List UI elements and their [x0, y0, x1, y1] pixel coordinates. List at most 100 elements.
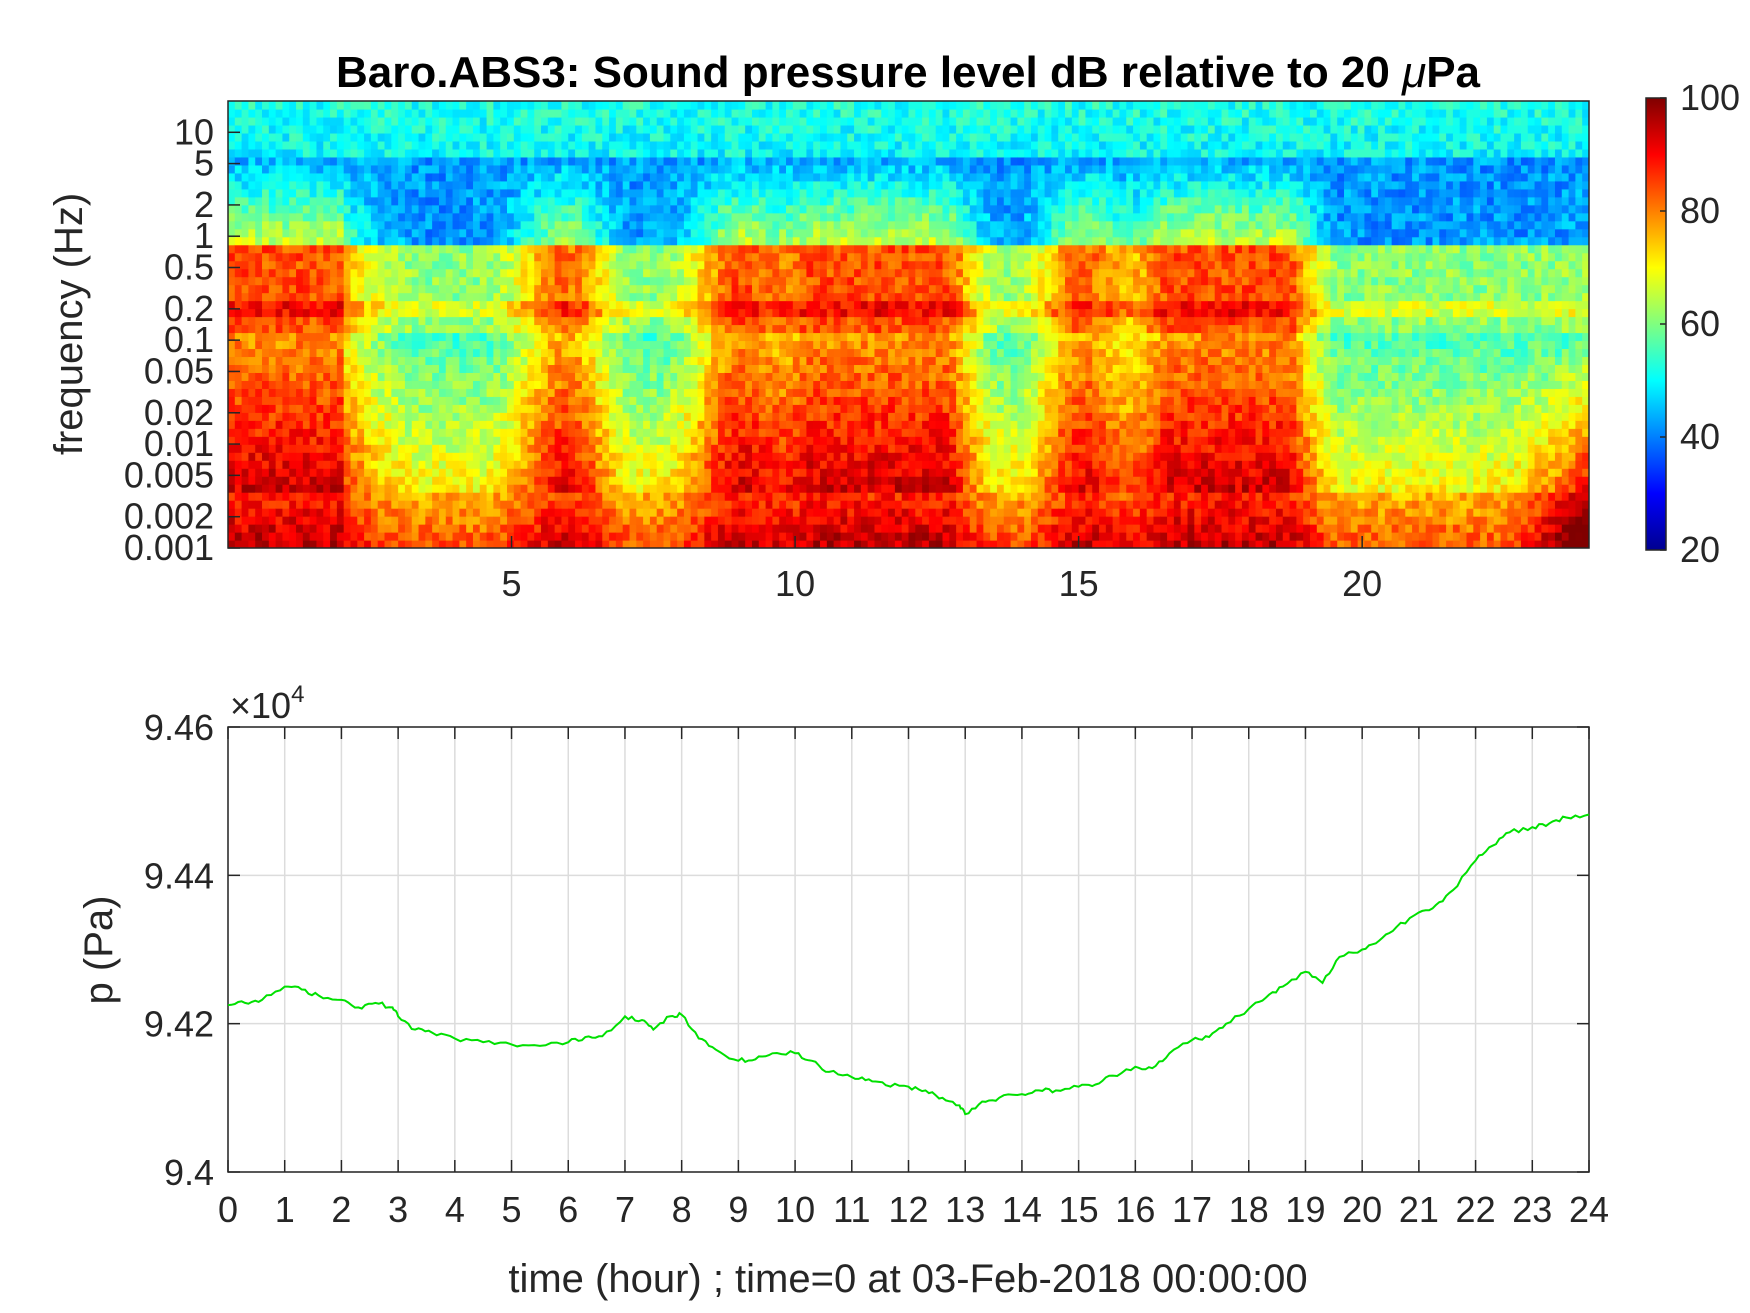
spectrogram-cell	[302, 244, 311, 254]
spectrogram-cell	[622, 140, 631, 150]
spectrogram-cell	[391, 404, 399, 413]
spectrogram-cell	[683, 276, 692, 286]
spectrogram-cell	[615, 332, 624, 342]
spectrogram-cell	[309, 196, 318, 206]
spectrogram-cell	[370, 332, 379, 342]
spectrogram-cell	[248, 372, 256, 381]
spectrogram-cell	[336, 404, 345, 413]
spectrogram-cell	[479, 412, 488, 421]
spectrogram-cell	[663, 228, 671, 238]
spectrogram-cell	[459, 140, 467, 150]
spectrogram-cell	[302, 348, 311, 358]
spectrogram-cell	[445, 540, 454, 548]
spectrogram-cell	[751, 124, 760, 134]
spectrogram-cell	[466, 164, 474, 174]
spectrogram-cell	[493, 436, 501, 445]
spectrogram-cell	[826, 460, 835, 469]
spectrogram-cell	[820, 348, 828, 358]
spectrogram-cell	[248, 116, 256, 126]
spectrogram-cell	[561, 308, 569, 318]
spectrogram-cell	[228, 540, 236, 548]
spectrogram-cell	[738, 388, 746, 397]
spectrogram-cell	[677, 540, 685, 548]
spectrogram-cell	[643, 308, 651, 318]
spectrogram-cell	[234, 356, 243, 366]
spectrogram-cell	[765, 276, 773, 286]
spectrogram-cell	[622, 412, 631, 421]
spectrogram-cell	[704, 380, 712, 389]
spectrogram-cell	[568, 164, 576, 174]
spectrogram-cell	[649, 260, 658, 270]
spectrogram-cell	[282, 228, 290, 238]
spectrogram-cell	[289, 532, 297, 541]
spectrogram-cell	[581, 460, 590, 469]
spectrogram-cell	[751, 244, 760, 254]
spectrogram-cell	[772, 460, 780, 469]
spectrogram-cell	[622, 308, 631, 318]
spectrogram-cell	[588, 444, 597, 453]
spectrogram-cell	[779, 468, 787, 477]
spectrogram-cell	[786, 156, 794, 166]
spectrogram-cell	[649, 444, 658, 453]
spectrogram-cell	[391, 108, 399, 118]
spectrogram-cell	[438, 188, 447, 198]
spectrogram-cell	[357, 436, 365, 445]
spectrogram-cell	[309, 140, 318, 150]
spectrogram-cell	[418, 452, 426, 461]
spectrogram-cell	[581, 164, 590, 174]
spectrogram-cell	[813, 300, 821, 310]
spectrogram-cell	[445, 404, 454, 413]
spectrogram-cell	[751, 524, 760, 533]
spectrogram-cell	[731, 108, 739, 118]
spectrogram-cell	[350, 276, 358, 286]
spectrogram-cell	[677, 444, 685, 453]
spectrogram-cell	[268, 172, 277, 182]
spectrogram-cell	[418, 356, 426, 366]
spectrogram-cell	[561, 101, 569, 110]
spectrogram-cell	[289, 540, 297, 548]
spectrogram-cell	[683, 132, 692, 142]
spectrogram-cell	[602, 388, 610, 397]
spectrogram-cell	[786, 124, 794, 134]
spectrogram-cell	[302, 164, 311, 174]
spectrogram-cell	[466, 508, 474, 517]
spectrogram-cell	[663, 188, 671, 198]
spectrogram-cell	[398, 292, 406, 302]
spectrogram-cell	[316, 252, 324, 262]
spectrogram-cell	[411, 260, 420, 270]
spectrogram-cell	[479, 188, 488, 198]
spectrogram-cell	[241, 244, 250, 254]
spectrogram-cell	[296, 124, 304, 134]
spectrogram-cell	[758, 300, 767, 310]
spectrogram-cell	[432, 244, 440, 254]
spectrogram-cell	[615, 428, 624, 437]
spectrogram-cell	[418, 420, 426, 429]
spectrogram-cell	[268, 164, 277, 174]
spectrogram-cell	[302, 508, 311, 517]
spectrogram-cell	[336, 508, 345, 517]
spectrogram-cell	[404, 188, 413, 198]
spectrogram-cell	[255, 364, 263, 373]
spectrogram-cell	[690, 284, 699, 294]
spectrogram-cell	[296, 508, 304, 517]
spectrogram-cell	[622, 188, 631, 198]
spectrogram-cell	[758, 452, 767, 461]
spectrogram-cell	[765, 284, 773, 294]
spectrogram-cell	[438, 348, 447, 358]
spectrogram-cell	[248, 436, 256, 445]
spectrogram-cell	[806, 500, 814, 509]
spectrogram-cell	[472, 380, 481, 389]
spectrogram-cell	[629, 204, 637, 214]
spectrogram-cell	[432, 396, 440, 405]
spectrogram-cell	[806, 484, 814, 493]
spectrogram-cell	[745, 156, 753, 166]
spectrogram-cell	[683, 436, 692, 445]
spectrogram-cell	[575, 308, 583, 318]
spectrogram-cell	[377, 101, 386, 110]
spectrogram-cell	[336, 140, 345, 150]
spectrogram-cell	[316, 508, 324, 517]
spectrogram-cell	[765, 412, 773, 421]
spectrogram-cell	[432, 412, 440, 421]
spectrogram-cell	[248, 220, 256, 230]
spectrogram-cell	[629, 300, 637, 310]
